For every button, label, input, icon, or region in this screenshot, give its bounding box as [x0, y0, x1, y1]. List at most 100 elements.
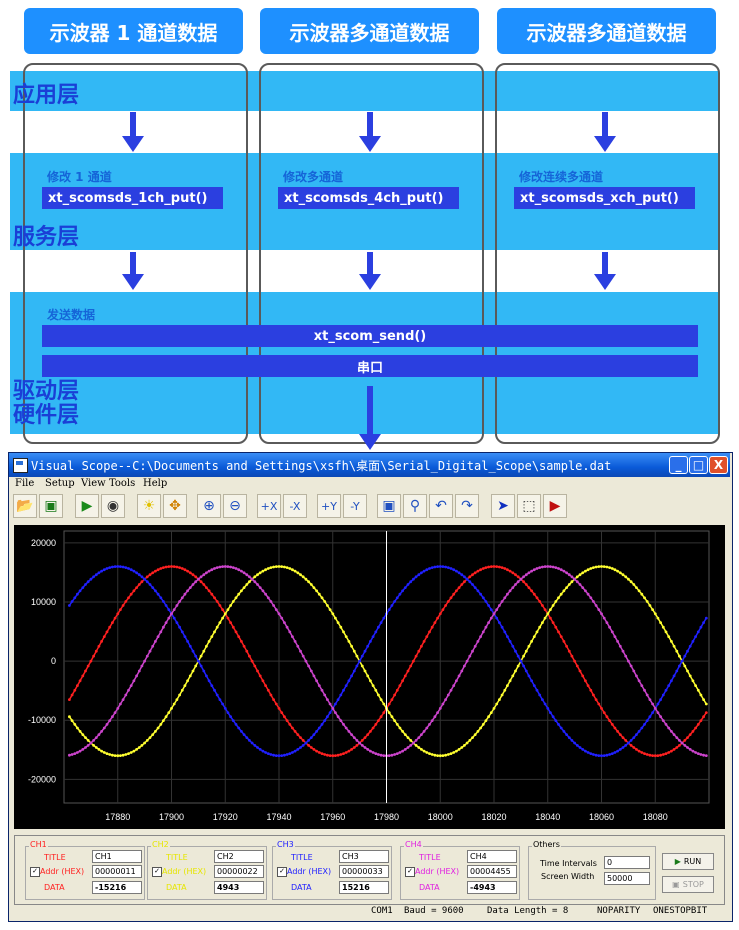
channel-title-input[interactable]: CH2 — [214, 850, 264, 863]
series-point-1 — [315, 749, 318, 753]
stop-icon[interactable]: ◉ — [101, 494, 125, 518]
series-point-3 — [119, 565, 122, 568]
series-point-2 — [291, 568, 294, 572]
save-icon[interactable]: ▣ — [39, 494, 63, 518]
open-icon[interactable]: 📂 — [13, 494, 37, 518]
series-point-1 — [409, 664, 413, 668]
zoom-in-icon[interactable]: ⊕ — [197, 494, 221, 518]
channel-addr-input[interactable]: 00004455 — [467, 865, 517, 878]
x-tick-label: 17960 — [320, 812, 345, 822]
series-point-4 — [554, 566, 558, 569]
series-point-4 — [248, 575, 251, 579]
minimize-button[interactable]: _ — [669, 456, 688, 474]
channel-title-input[interactable]: CH4 — [467, 850, 517, 863]
series-point-3 — [597, 754, 601, 757]
move-icon[interactable]: ✥ — [163, 494, 187, 518]
series-point-2 — [245, 583, 249, 586]
y-tick-label: 0 — [51, 656, 56, 666]
channel-enable-checkbox[interactable]: ✓ — [152, 867, 162, 877]
x-tick-label: 17920 — [213, 812, 238, 822]
series-point-1 — [199, 580, 203, 584]
run-button[interactable]: ▶ RUN — [662, 853, 714, 870]
series-point-1 — [242, 644, 246, 648]
redo-icon[interactable]: ↷ — [455, 494, 479, 518]
series-point-4 — [621, 649, 625, 653]
series-point-3 — [433, 565, 437, 569]
channel-enable-checkbox[interactable]: ✓ — [405, 867, 415, 877]
channel-title-input[interactable]: CH1 — [92, 850, 142, 863]
series-point-2 — [116, 754, 120, 758]
channel-title-input[interactable]: CH3 — [339, 850, 389, 863]
channel-addr-input[interactable]: 00000033 — [339, 865, 389, 878]
series-point-2 — [481, 723, 485, 726]
series-point-3 — [89, 577, 93, 581]
zoom-x-out-icon[interactable]: -X — [283, 494, 307, 518]
series-point-1 — [401, 679, 404, 683]
channel-group-title: CH3 — [276, 840, 295, 849]
play-icon[interactable]: ▶ — [75, 494, 99, 518]
series-point-3 — [637, 730, 641, 733]
scope-plot[interactable]: 17880 17900 17920 17940 17960 17980 18000 18020… — [14, 525, 725, 829]
series-point-3 — [360, 654, 364, 658]
undo-icon[interactable]: ↶ — [429, 494, 453, 518]
series-point-1 — [231, 625, 235, 629]
channel-addr-input[interactable]: 00000011 — [92, 865, 142, 878]
func-4ch-put: xt_scomsds_4ch_put() — [278, 187, 459, 209]
series-point-3 — [175, 621, 179, 624]
series-point-1 — [188, 571, 192, 575]
zoom-fit-icon[interactable]: ▣ — [377, 494, 401, 518]
series-point-3 — [444, 565, 447, 569]
stop-button[interactable]: ▣ STOP — [662, 876, 714, 893]
series-point-4 — [686, 746, 689, 749]
select-icon[interactable]: ⬚ — [517, 494, 541, 518]
series-point-2 — [336, 621, 340, 624]
series-point-3 — [420, 571, 423, 575]
channel-data-value: -4943 — [467, 881, 517, 894]
close-button[interactable]: X — [709, 456, 728, 474]
menu-setup[interactable]: Setup — [45, 478, 75, 489]
maximize-button[interactable]: □ — [689, 456, 708, 474]
series-point-4 — [704, 754, 708, 757]
channel-enable-checkbox[interactable]: ✓ — [30, 867, 40, 877]
channel-enable-checkbox[interactable]: ✓ — [277, 867, 287, 877]
series-point-2 — [253, 575, 257, 579]
zoom-x-in-icon[interactable]: +X — [257, 494, 281, 518]
series-point-3 — [498, 621, 501, 624]
series-point-3 — [538, 693, 542, 697]
series-point-3 — [245, 736, 249, 739]
others-group: Others Time Intervals 0 Screen Width 500… — [528, 840, 656, 900]
series-point-1 — [667, 751, 671, 754]
width-input[interactable]: 50000 — [604, 872, 650, 885]
series-point-1 — [323, 753, 327, 756]
menu-file[interactable]: File — [15, 478, 35, 489]
series-point-4 — [274, 608, 278, 611]
series-point-2 — [608, 566, 611, 569]
series-point-2 — [661, 625, 665, 629]
channel-data-value: -15216 — [92, 881, 142, 894]
series-point-1 — [175, 565, 179, 569]
series-point-2 — [586, 568, 590, 572]
channel-addr-input[interactable]: 00000022 — [214, 865, 264, 878]
menu-view[interactable]: View — [81, 478, 106, 489]
series-point-1 — [360, 739, 364, 742]
series-point-3 — [600, 754, 603, 758]
series-point-4 — [172, 608, 176, 611]
zoom-search-icon[interactable]: ⚲ — [403, 494, 427, 518]
series-point-4 — [541, 565, 544, 569]
interval-input[interactable]: 0 — [604, 856, 650, 869]
menu-tools[interactable]: Tools — [109, 478, 136, 489]
series-point-1 — [530, 589, 533, 593]
cursor-icon[interactable]: ▶ — [543, 494, 567, 518]
series-point-2 — [554, 600, 558, 603]
light-icon[interactable]: ☀ — [137, 494, 161, 518]
series-point-4 — [94, 736, 98, 739]
menu-help[interactable]: Help — [143, 478, 168, 489]
zoom-out-icon[interactable]: ⊖ — [223, 494, 247, 518]
series-point-2 — [627, 577, 630, 581]
series-point-1 — [180, 567, 184, 570]
zoom-y-out-icon[interactable]: -Y — [343, 494, 367, 518]
series-point-4 — [119, 702, 122, 706]
zoom-y-in-icon[interactable]: +Y — [317, 494, 341, 518]
visual-scope-window: Visual Scope--C:\Documents and Settings\… — [8, 452, 733, 922]
pointer-icon[interactable]: ➤ — [491, 494, 515, 518]
